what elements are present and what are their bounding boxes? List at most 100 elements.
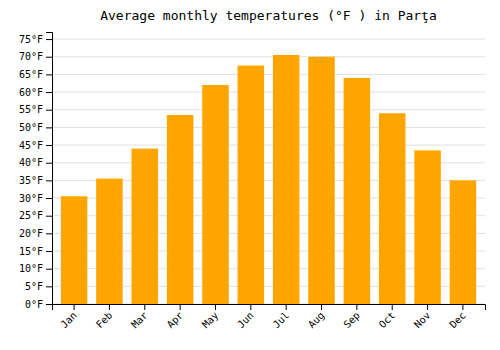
grid-line (52, 39, 485, 40)
x-tick-label: Jan (58, 310, 79, 331)
y-tick-label: 20°F (19, 228, 43, 239)
chart: Jan Feb Mar Apr May Jun Jul Aug Sep Oct Nov Dec 0°F 5… (0, 0, 500, 350)
y-tick: 10°F (19, 263, 52, 274)
x-tick: Sep (341, 304, 362, 330)
grid-line (52, 92, 485, 93)
y-tick-label: 50°F (19, 122, 43, 133)
y-tick-label: 45°F (19, 140, 43, 151)
x-tick-label: May (200, 310, 221, 331)
y-tick: 15°F (19, 246, 52, 257)
x-tick-mark (462, 304, 463, 310)
y-tick-label: 75°F (19, 34, 43, 45)
y-tick-label: 60°F (19, 87, 43, 98)
x-tick: Mar (129, 304, 150, 330)
grid-line (52, 74, 485, 75)
y-tick: 0°F (25, 299, 52, 310)
y-tick-mark (46, 269, 52, 270)
x-tick-label: Jun (235, 310, 256, 331)
y-tick-mark (46, 251, 52, 252)
grid-line (52, 109, 485, 110)
y-tick-mark (46, 57, 52, 58)
y-tick-mark (46, 92, 52, 93)
y-tick-label: 25°F (19, 210, 43, 221)
y-tick-mark (46, 74, 52, 75)
x-axis: Jan Feb Mar Apr May Jun Jul Aug Sep Oct Nov Dec (53, 304, 486, 330)
x-tick: Nov (412, 304, 433, 330)
x-tick-label: Apr (165, 310, 186, 331)
bar (344, 78, 371, 304)
y-tick-label: 65°F (19, 69, 43, 80)
plot: Jan Feb Mar Apr May Jun Jul Aug Sep Oct Nov Dec 0°F 5… (19, 33, 486, 331)
y-tick-label: 55°F (19, 104, 43, 115)
x-tick: Dec (447, 304, 468, 330)
x-tick-label: Oct (377, 310, 398, 331)
y-tick-mark (46, 145, 52, 146)
y-tick: 65°F (19, 69, 52, 80)
x-tick: Oct (377, 304, 398, 330)
bar (96, 179, 123, 304)
y-tick-label: 10°F (19, 263, 43, 274)
x-tick-mark (356, 304, 357, 310)
x-tick-mark (109, 304, 110, 310)
x-tick-mark (180, 304, 181, 310)
x-tick-mark (215, 304, 216, 310)
y-tick-mark (46, 39, 52, 40)
bar (450, 180, 477, 304)
grid-line (52, 145, 485, 146)
x-tick-label: Nov (412, 310, 433, 331)
y-tick: 60°F (19, 87, 52, 98)
y-tick: 70°F (19, 51, 52, 62)
x-tick-mark (286, 304, 287, 310)
y-tick-label: 5°F (25, 281, 43, 292)
y-tick-mark (46, 163, 52, 164)
y-tick-mark (46, 304, 52, 305)
y-tick-mark (46, 233, 52, 234)
x-tick: Jun (235, 304, 256, 330)
x-tick: Jan (58, 304, 79, 330)
x-tick-mark (392, 304, 393, 310)
x-tick-label: Dec (447, 310, 468, 331)
x-tick: Aug (306, 304, 327, 330)
x-tick: Apr (165, 304, 186, 330)
y-tick-label: 15°F (19, 246, 43, 257)
grid-line (52, 56, 485, 57)
bar (132, 149, 159, 304)
bar (308, 57, 335, 304)
x-tick-label: Sep (341, 310, 362, 331)
y-tick: 55°F (19, 104, 52, 115)
bar (61, 196, 88, 304)
y-tick-label: 35°F (19, 175, 43, 186)
x-tick-label: Aug (306, 310, 327, 331)
title: Average monthly temperatures (°F ) in Pa… (100, 8, 437, 23)
bar (414, 150, 441, 304)
x-tick-label: Jul (271, 310, 292, 331)
y-tick-mark (46, 216, 52, 217)
bar (273, 55, 300, 304)
x-tick-label: Mar (129, 310, 150, 331)
bar (238, 66, 265, 304)
x-tick-label: Feb (94, 310, 115, 331)
y-tick-mark (46, 127, 52, 128)
x-tick-mark (321, 304, 322, 310)
bar (379, 113, 406, 304)
y-tick: 40°F (19, 157, 52, 168)
x-tick: Feb (94, 304, 115, 330)
y-axis-line (46, 33, 53, 305)
y-tick-mark (46, 110, 52, 111)
y-tick-label: 30°F (19, 193, 43, 204)
y-tick: 25°F (19, 210, 52, 221)
y-tick-label: 40°F (19, 157, 43, 168)
y-tick: 5°F (25, 281, 52, 292)
y-tick: 75°F (19, 34, 52, 45)
y-tick-label: 0°F (25, 299, 43, 310)
y-tick-mark (46, 286, 52, 287)
x-tick-mark (144, 304, 145, 310)
y-tick: 45°F (19, 140, 52, 151)
y-tick: 30°F (19, 193, 52, 204)
grid-line (52, 127, 485, 128)
y-tick-mark (46, 180, 52, 181)
y-axis: 0°F 5°F 10°F 15°F 20°F 25°F 30°F 35°F 40°F 45°F 50… (19, 33, 53, 310)
x-tick-mark (427, 304, 428, 310)
y-tick: 50°F (19, 122, 52, 133)
bar (202, 85, 229, 304)
